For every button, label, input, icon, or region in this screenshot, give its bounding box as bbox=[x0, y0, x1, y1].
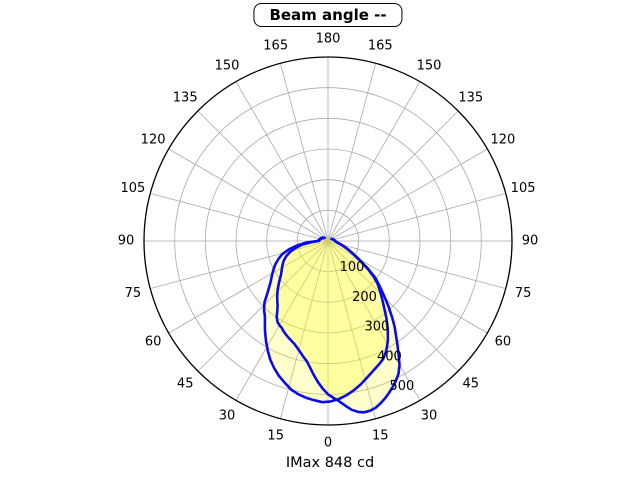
curve-fills bbox=[264, 237, 400, 413]
radial-tick-label: 400 bbox=[377, 350, 402, 365]
angle-tick-label: 135 bbox=[458, 91, 483, 106]
angle-tick-label: 0 bbox=[324, 436, 332, 451]
angle-tick-label: 30 bbox=[219, 408, 236, 423]
chart-title: Beam angle -- bbox=[269, 6, 387, 24]
angle-tick-label: 180 bbox=[316, 32, 341, 47]
chart-title-box: Beam angle -- bbox=[253, 3, 403, 27]
grid-ring bbox=[204, 117, 452, 365]
angle-tick-label: 120 bbox=[141, 133, 166, 148]
angle-tick-label: 105 bbox=[511, 181, 536, 196]
angle-tick-label: 45 bbox=[177, 376, 194, 391]
angle-tick-label: 135 bbox=[173, 91, 198, 106]
curve-fill-plane-B bbox=[276, 238, 400, 413]
angle-tick-label: 150 bbox=[215, 59, 240, 74]
angle-tick-label: 30 bbox=[421, 408, 438, 423]
angle-tick-label: 60 bbox=[495, 335, 512, 350]
curve-plane-B bbox=[275, 236, 401, 414]
angle-tick-label: 60 bbox=[145, 335, 162, 350]
radial-tick-label: 500 bbox=[389, 379, 414, 394]
imax-label: IMax 848 cd bbox=[285, 455, 375, 471]
curve-fill-plane-A bbox=[264, 237, 388, 403]
angle-tick-label: 90 bbox=[522, 234, 539, 249]
radial-tick-label: 200 bbox=[352, 290, 377, 305]
angle-tick-label: 105 bbox=[120, 181, 145, 196]
angle-tick-label: 45 bbox=[463, 376, 480, 391]
intensity-curves bbox=[262, 236, 401, 414]
angle-tick-label: 165 bbox=[263, 38, 288, 53]
angle-tick-label: 15 bbox=[267, 429, 284, 444]
angle-tick-label: 75 bbox=[515, 286, 532, 301]
grid-ring bbox=[266, 179, 390, 303]
radial-tick-label: 100 bbox=[340, 260, 365, 275]
angle-tick-label: 150 bbox=[417, 59, 442, 74]
grid-ring bbox=[235, 148, 421, 334]
radial-tick-labels: 100 200 300 400 500 bbox=[340, 260, 415, 394]
angle-tick-label: 120 bbox=[490, 133, 515, 148]
angle-tick-labels: 0 15 15 30 30 45 45 60 60 75 75 90 90 105 105 120 120 135… bbox=[118, 32, 539, 451]
radial-tick-label: 300 bbox=[364, 320, 389, 335]
angle-tick-label: 90 bbox=[118, 234, 135, 249]
angle-tick-label: 75 bbox=[125, 286, 142, 301]
outer-ring bbox=[143, 56, 513, 426]
angle-tick-label: 165 bbox=[368, 38, 393, 53]
grid-ring bbox=[296, 209, 360, 273]
angle-tick-label: 15 bbox=[372, 429, 389, 444]
